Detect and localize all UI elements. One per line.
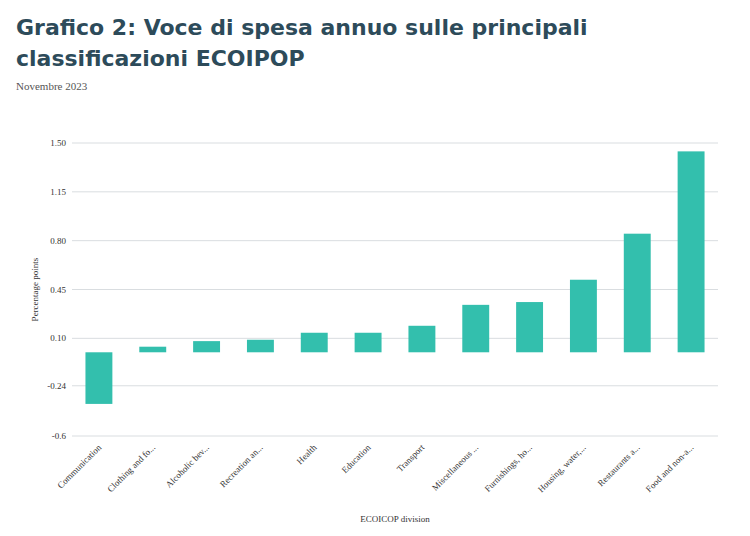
bar	[570, 280, 597, 353]
grid-line	[72, 191, 718, 192]
x-tick-label: Furnishings, ho...	[483, 442, 534, 493]
bar	[408, 326, 435, 353]
grid-line	[72, 436, 718, 437]
y-axis-label: Percentage points	[30, 257, 40, 321]
x-tick-label: Education	[340, 442, 373, 475]
grid-line	[72, 240, 718, 241]
x-axis-label: ECOICOP division	[360, 514, 430, 524]
grid-line	[72, 289, 718, 290]
grid-line	[72, 143, 718, 144]
bar	[139, 347, 166, 353]
bar	[516, 302, 543, 352]
x-tick-label: Restaurants a...	[596, 442, 642, 488]
bars	[85, 151, 704, 404]
y-tick-label: 1.50	[50, 138, 66, 148]
grid-line	[72, 385, 718, 386]
y-tick-label: -0.24	[47, 381, 66, 391]
x-tick-label: Transport	[395, 442, 427, 474]
bar	[624, 234, 651, 353]
y-tick-label: 1.15	[50, 187, 66, 197]
y-tick-label: 0.45	[50, 285, 66, 295]
bar	[193, 341, 220, 352]
grid	[72, 143, 718, 436]
chart: -0.6 -0.24 0.10 0.45 0.80 1.15 1.50 Communicati…	[0, 0, 750, 536]
x-tick-label: Communication	[55, 442, 103, 490]
bar	[355, 333, 382, 353]
bar	[85, 352, 112, 404]
x-tick-label: Alcoholic bev...	[164, 442, 211, 489]
bar	[247, 340, 274, 353]
x-tick-label: Miscellaneous ...	[430, 442, 480, 492]
x-tick-label: Health	[295, 442, 319, 466]
bar	[678, 151, 705, 352]
title: Grafico 2: Voce di spesa annuo sulle pri…	[16, 12, 616, 74]
y-tick-label: -0.6	[52, 431, 67, 441]
bar	[301, 333, 328, 353]
y-tick-label: 0.80	[50, 236, 66, 246]
subtitle: Novembre 2023	[16, 80, 87, 92]
x-tick-label: Food and non-a...	[644, 442, 696, 494]
bar	[462, 305, 489, 352]
x-tick-label: Clothing and fo...	[105, 442, 157, 494]
y-tick-label: 0.10	[50, 333, 66, 343]
x-tick-label: Housing, water,...	[536, 442, 588, 494]
grid-line	[72, 338, 718, 339]
x-tick-label: Recreation an...	[218, 442, 265, 489]
